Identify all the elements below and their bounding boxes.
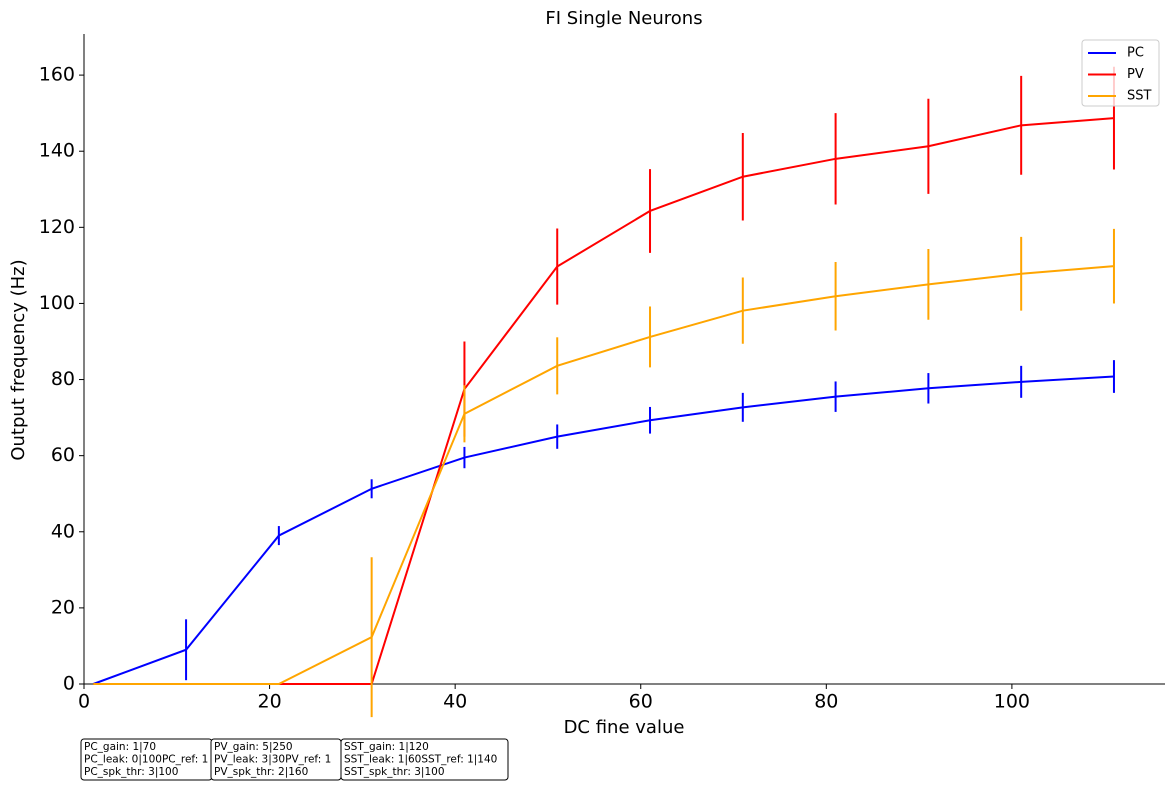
annotation-text: PV_gain: 5|250 — [214, 741, 293, 753]
annotation-text: PC_leak: 0|100PC_ref: 1 — [84, 754, 208, 766]
series-line — [92, 375, 1115, 685]
legend-box — [1081, 39, 1160, 107]
annotation-box — [340, 738, 509, 781]
legend-label: SST — [1127, 89, 1152, 104]
x-tick-label: 100 — [994, 691, 1030, 713]
series-line — [93, 117, 1115, 685]
series-line — [93, 265, 1115, 685]
annotation-text: SST_spk_thr: 3|100 — [344, 766, 445, 778]
x-tick-label: 80 — [814, 691, 838, 713]
y-tick-label: 0 — [63, 673, 75, 695]
legend-label: PC — [1127, 46, 1144, 61]
y-tick-label: 20 — [51, 596, 75, 618]
annotation-text: PV_spk_thr: 2|160 — [214, 766, 308, 778]
annotation-text: PC_spk_thr: 3|100 — [84, 766, 178, 778]
y-tick-label: 120 — [39, 216, 75, 238]
y-tick-label: 80 — [51, 368, 75, 390]
y-axis-label: Output frequency (Hz) — [8, 259, 29, 460]
annotation-text: SST_gain: 1|120 — [344, 741, 429, 753]
y-tick-label: 100 — [39, 292, 75, 314]
x-tick-label: 0 — [78, 691, 90, 713]
annotation-text: PV_leak: 3|30PV_ref: 1 — [214, 754, 331, 766]
chart-title: FI Single Neurons — [545, 8, 702, 29]
x-axis-label: DC fine value — [564, 717, 685, 738]
y-tick-label: 160 — [39, 64, 75, 86]
y-tick-label: 60 — [51, 444, 75, 466]
annotation-text: SST_leak: 1|60SST_ref: 1|140 — [344, 754, 497, 766]
legend-label: PV — [1127, 67, 1144, 82]
x-tick-label: 20 — [257, 691, 281, 713]
annotation-text: PC_gain: 1|70 — [84, 741, 156, 753]
y-tick-label: 40 — [51, 520, 75, 542]
x-tick-label: 40 — [443, 691, 467, 713]
x-tick-label: 60 — [629, 691, 653, 713]
y-tick-label: 140 — [39, 140, 75, 162]
